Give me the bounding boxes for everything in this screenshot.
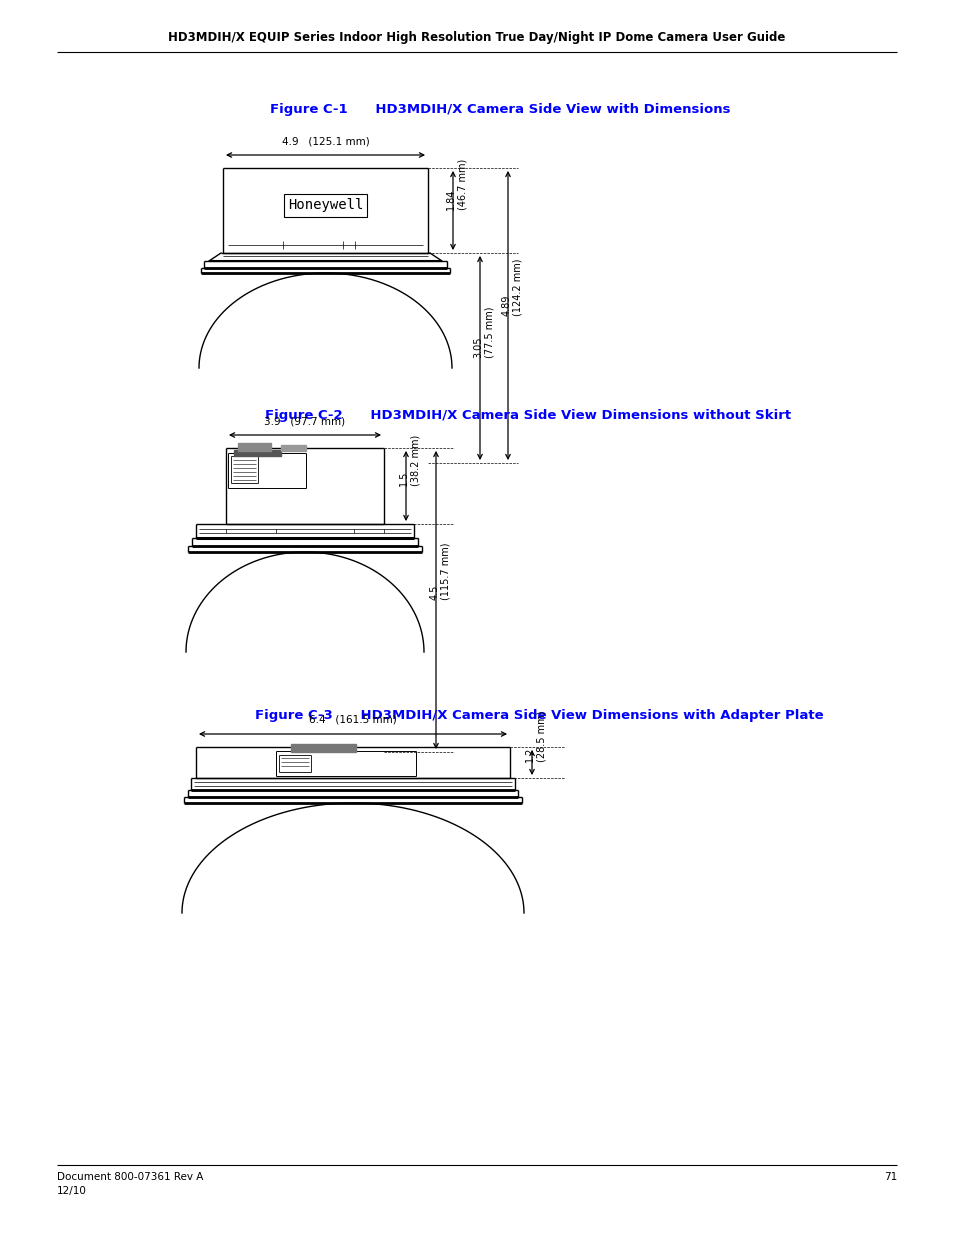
Bar [291,743,355,752]
Text: 4.9   (125.1 mm): 4.9 (125.1 mm) [281,136,369,146]
Bar [237,443,271,451]
Text: HD3MDIH/X EQUIP Series Indoor High Resolution True Day/Night IP Dome Camera User: HD3MDIH/X EQUIP Series Indoor High Resol… [168,32,785,44]
Text: 3.05
(77.5 mm): 3.05 (77.5 mm) [473,306,495,358]
Text: 1.84
(46.7 mm): 1.84 (46.7 mm) [446,159,467,210]
Text: 3.9   (97.7 mm): 3.9 (97.7 mm) [264,416,345,426]
Text: 12/10: 12/10 [57,1186,87,1195]
Text: 71: 71 [882,1172,896,1182]
Text: Figure C-2      HD3MDIH/X Camera Side View Dimensions without Skirt: Figure C-2 HD3MDIH/X Camera Side View Di… [265,409,790,421]
Text: 4.89
(124.2 mm): 4.89 (124.2 mm) [500,258,522,315]
Bar [233,450,281,456]
Text: 4.5
(115.7 mm): 4.5 (115.7 mm) [429,542,451,600]
Bar [281,445,306,451]
Text: Document 800-07361 Rev A: Document 800-07361 Rev A [57,1172,203,1182]
Text: 6.4   (161.5 mm): 6.4 (161.5 mm) [309,715,396,725]
Text: Honeywell: Honeywell [288,199,363,212]
Text: 1.5
(38.2 mm): 1.5 (38.2 mm) [398,435,420,487]
Text: Figure C-1      HD3MDIH/X Camera Side View with Dimensions: Figure C-1 HD3MDIH/X Camera Side View wi… [270,104,730,116]
Text: 1.2
(28.5 mm): 1.2 (28.5 mm) [525,711,546,762]
Text: Figure C-3      HD3MDIH/X Camera Side View Dimensions with Adapter Plate: Figure C-3 HD3MDIH/X Camera Side View Di… [254,709,822,721]
